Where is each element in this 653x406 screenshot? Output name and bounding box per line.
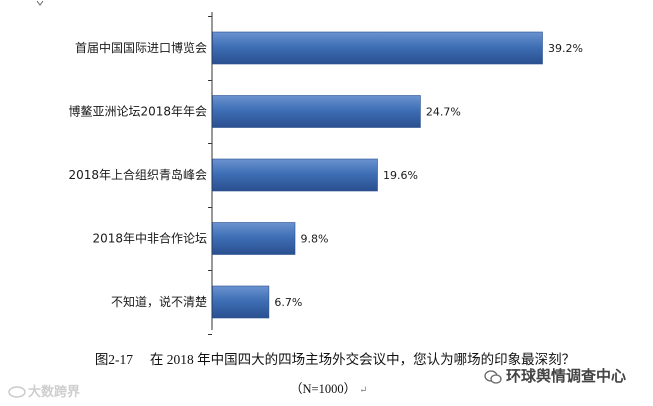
bar bbox=[212, 285, 270, 319]
bar bbox=[212, 158, 378, 192]
bar bbox=[212, 31, 543, 65]
bars bbox=[212, 31, 543, 319]
category-label: 2018年中非合作论坛 bbox=[92, 231, 207, 246]
cloud-icon bbox=[8, 386, 26, 398]
category-label: 博鳌亚洲论坛2018年年会 bbox=[68, 104, 207, 119]
wechat-icon bbox=[484, 370, 502, 384]
axis-ticks bbox=[208, 16, 212, 335]
bar bbox=[212, 95, 421, 128]
value-labels: 39.2% 24.7% 19.6% 9.8% 6.7% bbox=[274, 42, 583, 309]
category-label: 首届中国国际进口博览会 bbox=[75, 40, 207, 55]
return-mark-icon: ↵ bbox=[359, 385, 368, 396]
watermark-left-text: 大数跨界 bbox=[28, 385, 81, 400]
data-label: 9.8% bbox=[301, 233, 329, 246]
category-label: 不知道，说不清楚 bbox=[111, 294, 207, 309]
sample-size: （N=1000） bbox=[290, 382, 357, 396]
watermark-left: 大数跨界 bbox=[8, 381, 80, 400]
data-label: 24.7% bbox=[426, 106, 461, 119]
bar bbox=[212, 222, 296, 255]
data-label: 39.2% bbox=[548, 42, 583, 55]
data-label: 6.7% bbox=[274, 296, 302, 309]
watermark-right: 环球舆情调查中心 bbox=[484, 365, 626, 386]
category-label: 2018年上合组织青岛峰会 bbox=[68, 167, 207, 182]
sample-size-note: （N=1000） ↵ bbox=[290, 378, 367, 397]
watermark-right-text: 环球舆情调查中心 bbox=[506, 367, 627, 385]
figure-caption: 图2-17 在 2018 年中国四大的四场主场外交会议中，您认为哪场的印象最深刻… bbox=[94, 352, 576, 367]
data-label: 19.6% bbox=[383, 169, 418, 182]
corner-mark-icon bbox=[36, 0, 44, 6]
